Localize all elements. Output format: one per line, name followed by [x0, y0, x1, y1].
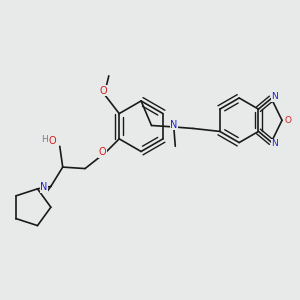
Text: H: H — [41, 135, 48, 144]
Text: O: O — [49, 136, 56, 146]
Text: O: O — [100, 86, 108, 96]
Text: O: O — [284, 116, 292, 125]
Text: O: O — [98, 147, 106, 157]
Text: N: N — [170, 120, 178, 130]
Text: N: N — [272, 92, 278, 101]
Text: N: N — [272, 139, 278, 148]
Text: N: N — [40, 182, 48, 192]
